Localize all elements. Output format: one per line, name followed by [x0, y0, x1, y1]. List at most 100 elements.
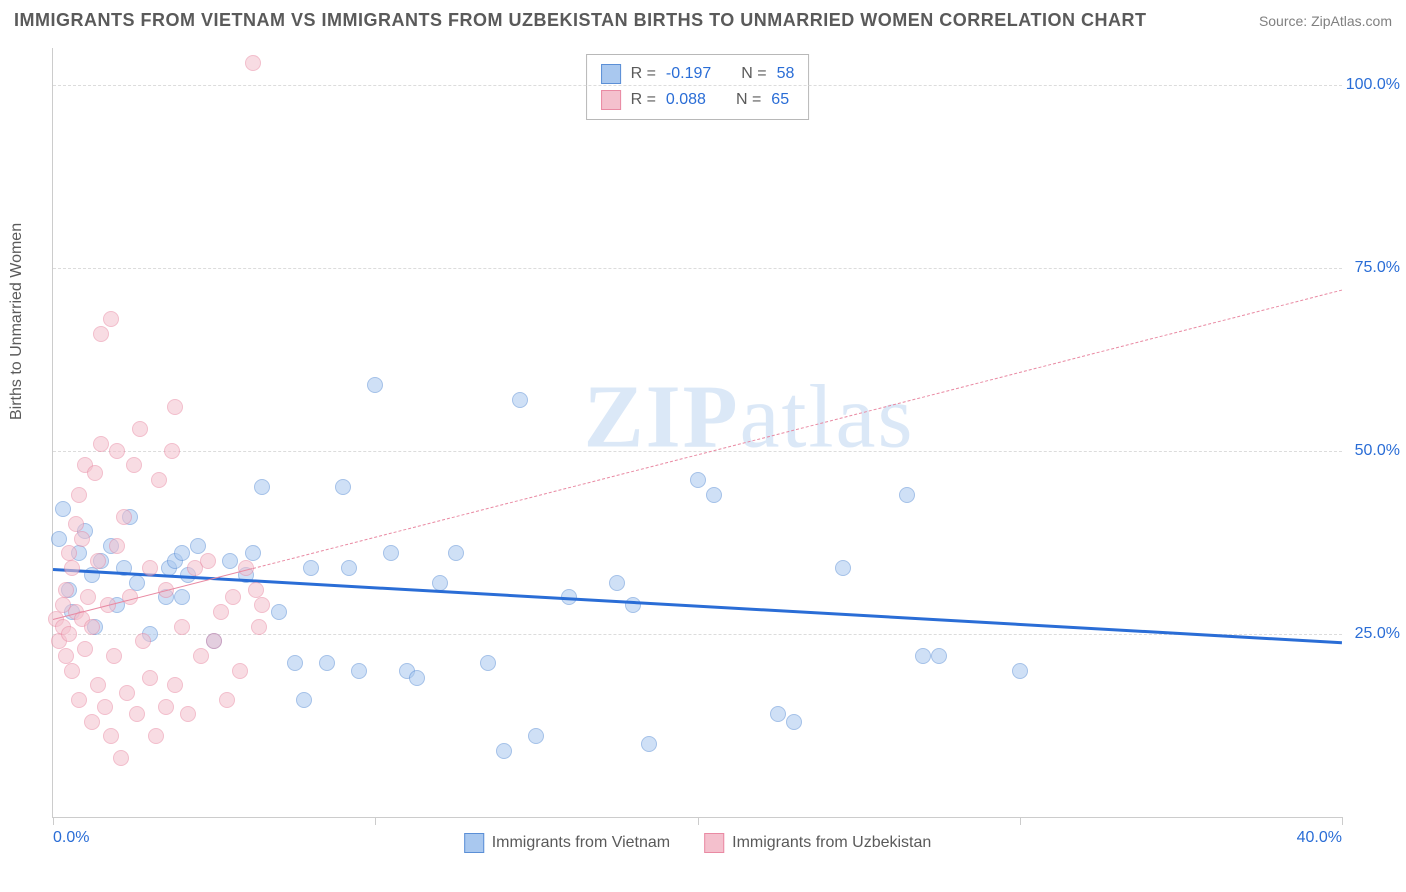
x-tick [1342, 817, 1343, 825]
x-tick-label: 0.0% [53, 829, 89, 847]
data-point [528, 728, 544, 744]
data-point [254, 479, 270, 495]
x-tick-label: 40.0% [1297, 829, 1342, 847]
data-point [64, 560, 80, 576]
data-point [87, 465, 103, 481]
legend-item-uzbekistan: Immigrants from Uzbekistan [704, 833, 931, 853]
data-point [931, 648, 947, 664]
x-tick [1020, 817, 1021, 825]
data-point [55, 501, 71, 517]
gridline [53, 85, 1342, 86]
data-point [129, 575, 145, 591]
data-point [1012, 663, 1028, 679]
data-point [126, 457, 142, 473]
watermark: ZIPatlas [584, 366, 915, 469]
data-point [135, 633, 151, 649]
data-point [129, 706, 145, 722]
data-point [174, 545, 190, 561]
data-point [219, 692, 235, 708]
data-point [641, 736, 657, 752]
data-point [93, 326, 109, 342]
data-point [200, 553, 216, 569]
data-point [225, 589, 241, 605]
y-tick-label: 25.0% [1355, 625, 1400, 643]
data-point [213, 604, 229, 620]
data-point [64, 663, 80, 679]
data-point [58, 648, 74, 664]
data-point [174, 619, 190, 635]
data-point [180, 706, 196, 722]
data-point [335, 479, 351, 495]
data-point [167, 677, 183, 693]
data-point [480, 655, 496, 671]
data-point [103, 728, 119, 744]
data-point [51, 531, 67, 547]
data-point [164, 443, 180, 459]
data-point [383, 545, 399, 561]
data-point [690, 472, 706, 488]
legend-row-vietnam: R = -0.197 N = 58 [601, 61, 795, 87]
data-point [167, 399, 183, 415]
data-point [80, 589, 96, 605]
y-axis-label: Births to Unmarried Women [8, 223, 26, 420]
data-point [770, 706, 786, 722]
data-point [151, 472, 167, 488]
source-label: Source: ZipAtlas.com [1259, 13, 1392, 29]
legend-item-vietnam: Immigrants from Vietnam [464, 833, 670, 853]
data-point [496, 743, 512, 759]
chart-title: IMMIGRANTS FROM VIETNAM VS IMMIGRANTS FR… [14, 10, 1146, 31]
data-point [271, 604, 287, 620]
data-point [625, 597, 641, 613]
swatch-vietnam [464, 833, 484, 853]
data-point [432, 575, 448, 591]
data-point [206, 633, 222, 649]
trend-line [53, 568, 1342, 644]
data-point [296, 692, 312, 708]
data-point [142, 670, 158, 686]
data-point [142, 560, 158, 576]
data-point [103, 311, 119, 327]
data-point [148, 728, 164, 744]
data-point [132, 421, 148, 437]
data-point [116, 509, 132, 525]
gridline [53, 634, 1342, 635]
data-point [58, 582, 74, 598]
data-point [84, 714, 100, 730]
data-point [193, 648, 209, 664]
x-tick [53, 817, 54, 825]
data-point [77, 641, 93, 657]
data-point [248, 582, 264, 598]
trend-line [253, 290, 1342, 569]
swatch-vietnam [601, 64, 621, 84]
data-point [245, 545, 261, 561]
data-point [74, 531, 90, 547]
data-point [119, 685, 135, 701]
series-legend: Immigrants from Vietnam Immigrants from … [464, 833, 932, 853]
data-point [899, 487, 915, 503]
data-point [190, 538, 206, 554]
data-point [319, 655, 335, 671]
data-point [609, 575, 625, 591]
data-point [61, 545, 77, 561]
data-point [232, 663, 248, 679]
data-point [367, 377, 383, 393]
data-point [71, 487, 87, 503]
data-point [786, 714, 802, 730]
data-point [835, 560, 851, 576]
data-point [351, 663, 367, 679]
data-point [90, 677, 106, 693]
legend-row-uzbekistan: R = 0.088 N = 65 [601, 87, 795, 113]
data-point [448, 545, 464, 561]
data-point [706, 487, 722, 503]
data-point [97, 699, 113, 715]
data-point [915, 648, 931, 664]
y-tick-label: 100.0% [1346, 76, 1400, 94]
data-point [254, 597, 270, 613]
gridline [53, 268, 1342, 269]
data-point [287, 655, 303, 671]
data-point [113, 750, 129, 766]
data-point [84, 619, 100, 635]
data-point [174, 589, 190, 605]
swatch-uzbekistan [704, 833, 724, 853]
y-tick-label: 75.0% [1355, 259, 1400, 277]
